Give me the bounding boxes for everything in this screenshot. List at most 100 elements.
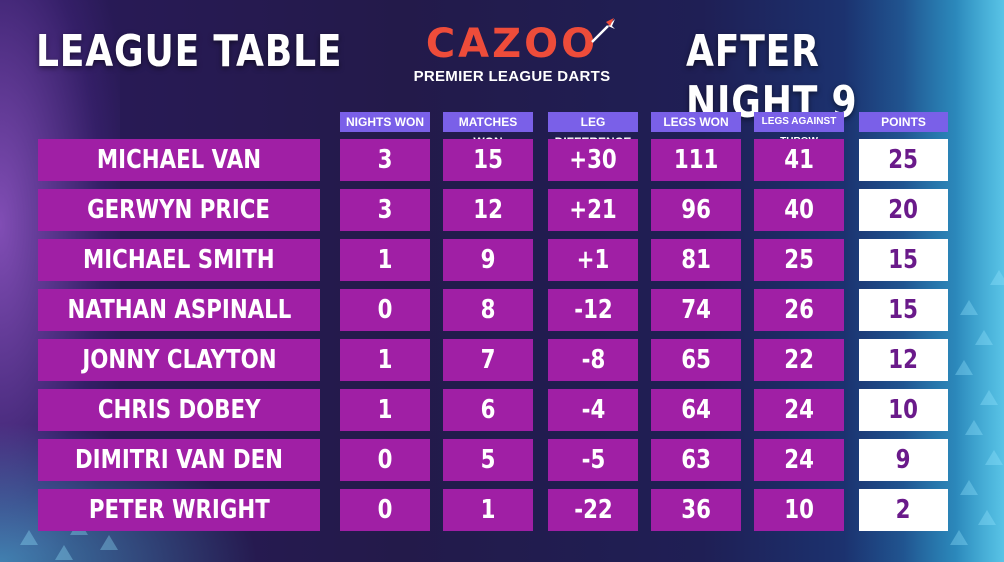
points-cell: 20 bbox=[859, 189, 948, 231]
leg-difference-cell-text: -4 bbox=[581, 395, 605, 425]
player-name: DIMITRI VAN DEN BERGH bbox=[38, 439, 320, 517]
leg-difference-cell: +21 bbox=[548, 189, 638, 231]
legs-against-throw-cell-text: 26 bbox=[784, 295, 814, 325]
legs-won-cell-text: 81 bbox=[681, 245, 711, 275]
matches-won-cell-text: 15 bbox=[473, 145, 503, 175]
legs-against-throw-cell-text: 24 bbox=[784, 445, 814, 475]
table-row: PETER WRIGHT 0 1 -22 36 10 2 bbox=[0, 489, 1004, 531]
legs-won-cell-text: 36 bbox=[681, 495, 711, 525]
points-cell-text: 20 bbox=[888, 195, 919, 225]
nights-won-cell: 1 bbox=[340, 339, 430, 381]
nights-won-cell-text: 1 bbox=[377, 395, 393, 425]
leg-difference-cell: +1 bbox=[548, 239, 638, 281]
matches-won-cell: 5 bbox=[443, 439, 533, 481]
table-row: GERWYN PRICE 3 12 +21 96 40 20 bbox=[0, 189, 1004, 231]
legs-won-cell-text: 63 bbox=[681, 445, 711, 475]
matches-won-cell-text: 6 bbox=[480, 395, 496, 425]
triangle-decoration bbox=[960, 300, 978, 315]
legs-won-cell: 81 bbox=[651, 239, 741, 281]
legs-won-cell: 36 bbox=[651, 489, 741, 531]
player-name: NATHAN ASPINALL bbox=[38, 289, 320, 331]
points-cell-text: 15 bbox=[888, 295, 919, 325]
points-cell: 9 bbox=[859, 439, 948, 481]
leg-difference-cell-text: +21 bbox=[569, 195, 617, 225]
leg-difference-cell-text: +30 bbox=[569, 145, 617, 175]
matches-won-cell: 15 bbox=[443, 139, 533, 181]
legs-won-cell-text: 111 bbox=[673, 145, 719, 175]
legs-against-throw-cell: 24 bbox=[754, 389, 844, 431]
nights-won-cell: 1 bbox=[340, 389, 430, 431]
nights-won-cell: 3 bbox=[340, 189, 430, 231]
nights-won-cell: 3 bbox=[340, 139, 430, 181]
matches-won-cell-text: 8 bbox=[480, 295, 496, 325]
player-name: JONNY CLAYTON bbox=[38, 339, 320, 381]
triangle-decoration bbox=[20, 530, 38, 545]
triangle-decoration bbox=[985, 450, 1003, 465]
leg-difference-cell-text: -8 bbox=[581, 345, 605, 375]
triangle-decoration bbox=[100, 535, 118, 550]
nights-won-cell-text: 1 bbox=[377, 345, 393, 375]
matches-won-cell-text: 7 bbox=[480, 345, 496, 375]
triangle-decoration bbox=[975, 330, 993, 345]
table-row: DIMITRI VAN DEN BERGH 0 5 -5 63 24 9 bbox=[0, 439, 1004, 517]
points-cell: 15 bbox=[859, 289, 948, 331]
table-row: JONNY CLAYTON 1 7 -8 65 22 12 bbox=[0, 339, 1004, 381]
nights-won-cell: 0 bbox=[340, 289, 430, 331]
leg-difference-cell: -22 bbox=[548, 489, 638, 531]
nights-won-cell: 1 bbox=[340, 239, 430, 281]
triangle-decoration bbox=[965, 420, 983, 435]
logo-wordmark: CAZOO bbox=[425, 21, 599, 67]
leg-difference-cell-text: -12 bbox=[573, 295, 613, 325]
matches-won-cell-text: 12 bbox=[473, 195, 503, 225]
column-header-matches-won: MATCHES WON bbox=[443, 112, 533, 149]
table-row: NATHAN ASPINALL 0 8 -12 74 26 15 bbox=[0, 289, 1004, 331]
column-header-legs-won: LEGS WON bbox=[651, 112, 741, 132]
legs-against-throw-cell-text: 40 bbox=[784, 195, 814, 225]
nights-won-cell-text: 0 bbox=[377, 445, 393, 475]
legs-against-throw-cell-text: 22 bbox=[784, 345, 814, 375]
points-cell-text: 2 bbox=[896, 495, 911, 525]
leg-difference-cell-text: -5 bbox=[581, 445, 605, 475]
triangle-decoration bbox=[955, 360, 973, 375]
legs-won-cell: 74 bbox=[651, 289, 741, 331]
legs-against-throw-cell-text: 25 bbox=[784, 245, 814, 275]
legs-won-cell-text: 65 bbox=[681, 345, 711, 375]
column-header-leg-difference: LEG DIFFERENCE bbox=[548, 112, 638, 149]
points-cell-text: 15 bbox=[888, 245, 919, 275]
table-row: CHRIS DOBEY 1 6 -4 64 24 10 bbox=[0, 389, 1004, 431]
leg-difference-cell-text: -22 bbox=[573, 495, 613, 525]
matches-won-cell: 12 bbox=[443, 189, 533, 231]
legs-against-throw-cell: 25 bbox=[754, 239, 844, 281]
legs-won-cell-text: 74 bbox=[681, 295, 711, 325]
page-title: LEAGUE TABLE bbox=[36, 26, 343, 77]
points-cell: 25 bbox=[859, 139, 948, 181]
matches-won-cell: 9 bbox=[443, 239, 533, 281]
points-cell-text: 10 bbox=[888, 395, 919, 425]
column-header-legs-against-throw: LEGS AGAINST THROW bbox=[754, 112, 844, 147]
legs-won-cell-text: 96 bbox=[681, 195, 711, 225]
cazoo-logo: CAZOO PREMIER LEAGUE DARTS bbox=[412, 18, 615, 90]
nights-won-cell-text: 1 bbox=[377, 245, 393, 275]
leg-difference-cell: -12 bbox=[548, 289, 638, 331]
dart-icon bbox=[591, 18, 615, 43]
points-cell: 15 bbox=[859, 239, 948, 281]
player-name-text: NATHAN ASPINALL bbox=[67, 295, 291, 325]
table-row: MICHAEL SMITH 1 9 +1 81 25 15 bbox=[0, 239, 1004, 281]
legs-won-cell: 111 bbox=[651, 139, 741, 181]
leg-difference-cell: +30 bbox=[548, 139, 638, 181]
logo-subtitle: PREMIER LEAGUE DARTS bbox=[413, 68, 611, 85]
triangle-decoration bbox=[950, 530, 968, 545]
leg-difference-cell: -5 bbox=[548, 439, 638, 481]
legs-against-throw-cell: 24 bbox=[754, 439, 844, 481]
column-header-nights-won: NIGHTS WON bbox=[340, 112, 430, 132]
table-row: MICHAEL VAN GERWEN 3 15 +30 111 41 25 bbox=[0, 139, 1004, 217]
player-name-text: MICHAEL SMITH bbox=[83, 245, 275, 275]
player-name-text: GERWYN PRICE bbox=[87, 195, 271, 225]
legs-against-throw-cell-text: 24 bbox=[784, 395, 814, 425]
legs-won-cell: 64 bbox=[651, 389, 741, 431]
legs-against-throw-cell: 40 bbox=[754, 189, 844, 231]
nights-won-cell-text: 3 bbox=[377, 145, 393, 175]
triangle-decoration bbox=[55, 545, 73, 560]
matches-won-cell: 8 bbox=[443, 289, 533, 331]
legs-won-cell: 96 bbox=[651, 189, 741, 231]
